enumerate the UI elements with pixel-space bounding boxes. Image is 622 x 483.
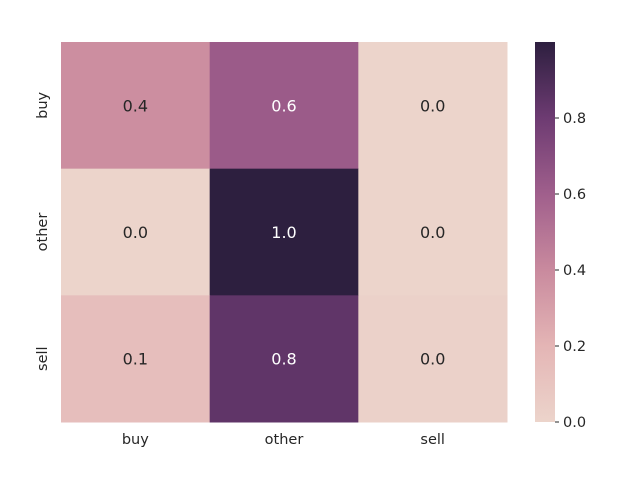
- y-tick-label-sell: sell: [35, 346, 51, 371]
- colorbar-tick-label: 0.8: [563, 111, 586, 127]
- x-tick-label-other: other: [265, 432, 304, 448]
- colorbar-tick-label: 0.2: [563, 339, 586, 355]
- heatmap-cell-buy-buy: [61, 42, 211, 170]
- heatmap-cell-labels: 0.4 0.6 0.0 0.0 1.0 0.0 0.1 0.8 0.0: [123, 96, 446, 368]
- colorbar: 0.0 0.2 0.4 0.6 0.8: [535, 42, 586, 431]
- colorbar-tick-label: 0.6: [563, 187, 586, 203]
- heatmap-cell-sell-buy: [61, 295, 211, 423]
- colorbar-gradient: [535, 42, 555, 422]
- heatmap-cell-buy-other: [209, 42, 359, 170]
- cell-value-label: 0.0: [420, 96, 445, 115]
- cell-value-label: 0.1: [123, 350, 148, 369]
- heatmap-cell-buy-sell: [358, 42, 508, 170]
- cell-value-label: 0.0: [420, 350, 445, 369]
- cell-value-label: 0.8: [271, 350, 296, 369]
- y-axis-ticks: buy other sell: [35, 91, 51, 371]
- y-tick-label-other: other: [35, 213, 51, 252]
- cell-value-label: 0.6: [271, 96, 296, 115]
- cell-value-label: 0.0: [123, 223, 148, 242]
- x-tick-label-sell: sell: [420, 432, 445, 448]
- cell-value-label: 0.0: [420, 223, 445, 242]
- cell-value-label: 1.0: [271, 223, 296, 242]
- cell-value-label: 0.4: [123, 96, 148, 115]
- colorbar-tick-label: 0.4: [563, 263, 586, 279]
- x-tick-label-buy: buy: [122, 432, 149, 448]
- heatmap-cells: [61, 42, 508, 423]
- heatmap-cell-other-buy: [61, 168, 211, 296]
- colorbar-tick-label: 0.0: [563, 415, 586, 431]
- heatmap-cell-sell-sell: [358, 295, 508, 423]
- x-axis-ticks: buy other sell: [122, 432, 445, 448]
- y-tick-label-buy: buy: [35, 91, 51, 118]
- heatmap-cell-sell-other: [209, 295, 359, 423]
- heatmap-cell-other-other: [209, 168, 359, 296]
- heatmap-cell-other-sell: [358, 168, 508, 296]
